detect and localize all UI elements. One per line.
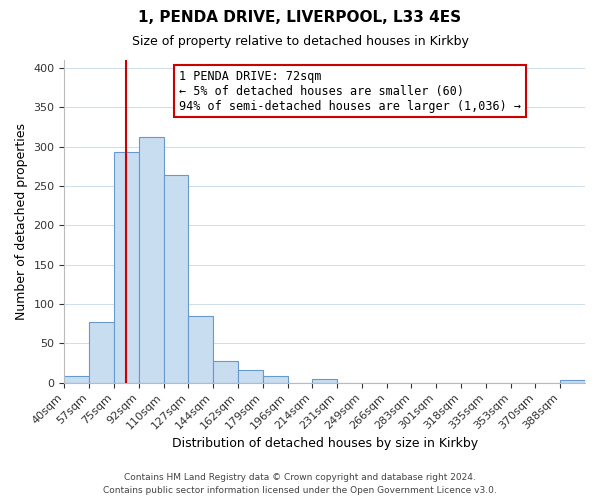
Bar	[139, 137, 164, 382]
Bar	[164, 175, 188, 382]
Text: Size of property relative to detached houses in Kirkby: Size of property relative to detached ho…	[131, 35, 469, 48]
Text: 1, PENDA DRIVE, LIVERPOOL, L33 4ES: 1, PENDA DRIVE, LIVERPOOL, L33 4ES	[139, 10, 461, 25]
Bar	[560, 380, 585, 382]
Bar	[313, 379, 337, 382]
Bar	[89, 322, 114, 382]
Text: Contains HM Land Registry data © Crown copyright and database right 2024.
Contai: Contains HM Land Registry data © Crown c…	[103, 474, 497, 495]
Bar	[114, 152, 139, 382]
Text: 1 PENDA DRIVE: 72sqm
← 5% of detached houses are smaller (60)
94% of semi-detach: 1 PENDA DRIVE: 72sqm ← 5% of detached ho…	[179, 70, 521, 112]
Bar	[64, 376, 89, 382]
X-axis label: Distribution of detached houses by size in Kirkby: Distribution of detached houses by size …	[172, 437, 478, 450]
Bar	[213, 360, 238, 382]
Bar	[263, 376, 287, 382]
Bar	[238, 370, 263, 382]
Bar	[188, 316, 213, 382]
Y-axis label: Number of detached properties: Number of detached properties	[15, 123, 28, 320]
